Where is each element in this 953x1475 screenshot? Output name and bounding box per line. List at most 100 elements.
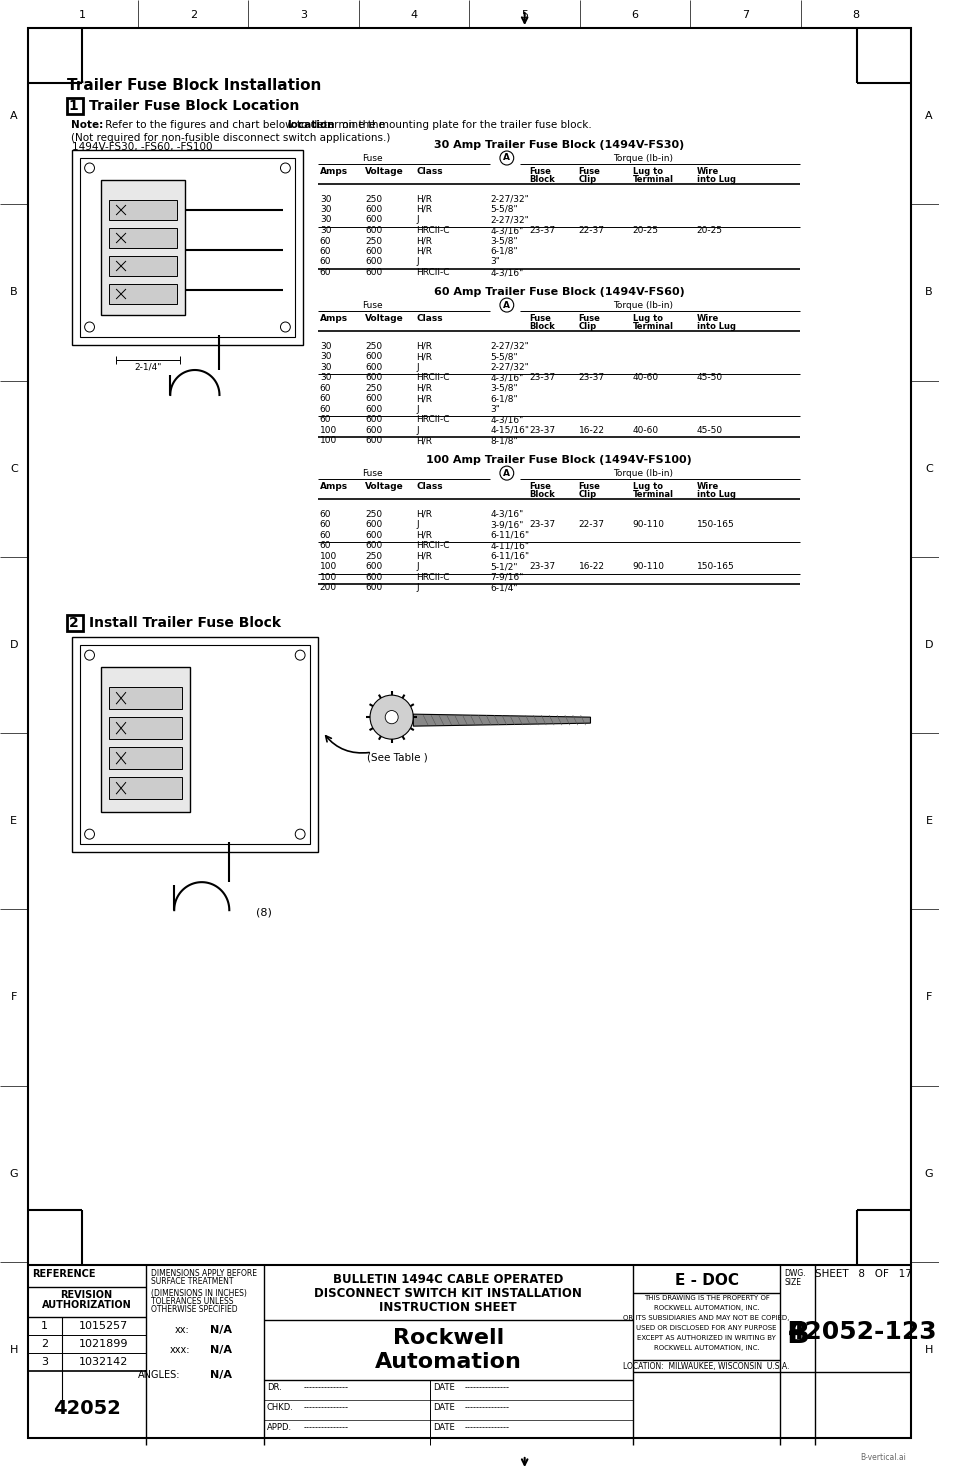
Text: 60: 60: [319, 384, 331, 392]
Text: H: H: [10, 1345, 18, 1356]
Text: 250: 250: [365, 384, 382, 392]
Bar: [101, 180, 185, 316]
Text: 250: 250: [365, 342, 382, 351]
Text: 4-3/16": 4-3/16": [490, 509, 523, 519]
Text: HRCII-C: HRCII-C: [416, 541, 449, 550]
Text: BULLETIN 1494C CABLE OPERATED: BULLETIN 1494C CABLE OPERATED: [333, 1273, 563, 1286]
Text: HRCII-C: HRCII-C: [416, 268, 449, 277]
Text: Amps: Amps: [319, 167, 348, 176]
Text: (Not required for non-fusible disconnect switch applications.): (Not required for non-fusible disconnect…: [71, 133, 390, 143]
Text: 16-22: 16-22: [578, 562, 604, 571]
Polygon shape: [413, 714, 590, 726]
Text: Fuse: Fuse: [529, 314, 551, 323]
Text: J: J: [416, 562, 418, 571]
Text: 100: 100: [319, 437, 336, 445]
Text: 4-15/16": 4-15/16": [490, 426, 529, 435]
Text: B: B: [10, 288, 17, 298]
Text: 1021899: 1021899: [79, 1339, 129, 1350]
Text: Fuse: Fuse: [578, 314, 600, 323]
Text: Torque (lb-in): Torque (lb-in): [612, 301, 672, 310]
Text: 100: 100: [319, 562, 336, 571]
Text: 60: 60: [319, 404, 331, 413]
Text: 600: 600: [365, 205, 382, 214]
Text: J: J: [416, 404, 418, 413]
Text: Wire: Wire: [696, 482, 719, 491]
Text: 600: 600: [365, 226, 382, 235]
Text: 60: 60: [319, 268, 331, 277]
Text: Rockwell: Rockwell: [393, 1328, 503, 1348]
Text: (DIMENSIONS IN INCHES): (DIMENSIONS IN INCHES): [151, 1289, 246, 1298]
Text: xxx:: xxx:: [170, 1345, 190, 1356]
Text: Voltage: Voltage: [365, 314, 403, 323]
Text: Terminal: Terminal: [632, 490, 673, 499]
Text: 600: 600: [365, 583, 382, 591]
Text: 23-37: 23-37: [578, 373, 604, 382]
Text: Amps: Amps: [319, 314, 348, 323]
Text: A: A: [503, 469, 510, 478]
Text: Amps: Amps: [319, 482, 348, 491]
Text: 30: 30: [319, 226, 331, 235]
Text: 3-9/16": 3-9/16": [490, 521, 523, 530]
Text: H/R: H/R: [416, 205, 432, 214]
Text: 1: 1: [41, 1322, 49, 1330]
Bar: [67, 615, 83, 631]
Text: 250: 250: [365, 509, 382, 519]
Text: 60: 60: [319, 258, 331, 267]
Text: AUTHORIZATION: AUTHORIZATION: [42, 1299, 132, 1310]
Text: 60: 60: [319, 509, 331, 519]
Text: HRCII-C: HRCII-C: [416, 572, 449, 581]
Text: DIMENSIONS APPLY BEFORE: DIMENSIONS APPLY BEFORE: [151, 1268, 256, 1277]
Text: 1032142: 1032142: [79, 1357, 129, 1367]
Text: ---------------: ---------------: [303, 1384, 348, 1392]
Text: xx:: xx:: [175, 1325, 190, 1335]
Text: 2: 2: [190, 10, 196, 21]
Text: INSTRUCTION SHEET: INSTRUCTION SHEET: [379, 1301, 517, 1314]
Bar: [110, 687, 182, 709]
Bar: [110, 717, 182, 739]
Text: 30: 30: [319, 215, 331, 224]
Text: 600: 600: [365, 246, 382, 257]
Text: 23-37: 23-37: [529, 373, 555, 382]
Text: into Lug: into Lug: [696, 490, 735, 499]
Text: N/A: N/A: [210, 1345, 232, 1356]
Text: 100 Amp Trailer Fuse Block (1494V-FS100): 100 Amp Trailer Fuse Block (1494V-FS100): [426, 456, 691, 465]
Text: 22-37: 22-37: [578, 226, 604, 235]
Text: ROCKWELL AUTOMATION, INC.: ROCKWELL AUTOMATION, INC.: [653, 1305, 759, 1311]
Text: Terminal: Terminal: [632, 176, 673, 184]
Text: Automation: Automation: [375, 1353, 521, 1372]
Text: Clip: Clip: [578, 490, 597, 499]
Text: 4-3/16": 4-3/16": [490, 268, 523, 277]
Text: 4-3/16": 4-3/16": [490, 373, 523, 382]
Text: HRCII-C: HRCII-C: [416, 414, 449, 423]
Text: DISCONNECT SWITCH KIT INSTALLATION: DISCONNECT SWITCH KIT INSTALLATION: [314, 1288, 581, 1299]
Bar: [67, 97, 83, 114]
Text: 8: 8: [852, 10, 859, 21]
Text: G: G: [10, 1168, 18, 1179]
Text: 30: 30: [319, 195, 331, 204]
Text: 4-3/16": 4-3/16": [490, 226, 523, 235]
Text: D: D: [10, 640, 18, 650]
Text: 3: 3: [41, 1357, 49, 1367]
Text: Wire: Wire: [696, 167, 719, 176]
Text: A: A: [503, 153, 510, 162]
Text: ANGLES:: ANGLES:: [137, 1370, 180, 1381]
Text: Torque (lb-in): Torque (lb-in): [612, 153, 672, 164]
Text: DATE: DATE: [433, 1423, 454, 1432]
Text: Lug to: Lug to: [632, 314, 662, 323]
Text: Trailer Fuse Block Location: Trailer Fuse Block Location: [89, 99, 298, 114]
Text: 150-165: 150-165: [696, 521, 734, 530]
Text: Clip: Clip: [578, 176, 597, 184]
Text: Refer to the figures and chart below to determine the: Refer to the figures and chart below to …: [102, 119, 388, 130]
Text: THIS DRAWING IS THE PROPERTY OF: THIS DRAWING IS THE PROPERTY OF: [643, 1295, 769, 1301]
Text: 600: 600: [365, 562, 382, 571]
Text: J: J: [416, 258, 418, 267]
Text: 23-37: 23-37: [529, 226, 555, 235]
Text: Voltage: Voltage: [365, 482, 403, 491]
Text: 600: 600: [365, 373, 382, 382]
Text: E: E: [10, 816, 17, 826]
Text: 60: 60: [319, 246, 331, 257]
Text: J: J: [416, 426, 418, 435]
Text: B: B: [924, 288, 932, 298]
Text: 2-27/32": 2-27/32": [490, 342, 528, 351]
Text: N/A: N/A: [210, 1325, 232, 1335]
